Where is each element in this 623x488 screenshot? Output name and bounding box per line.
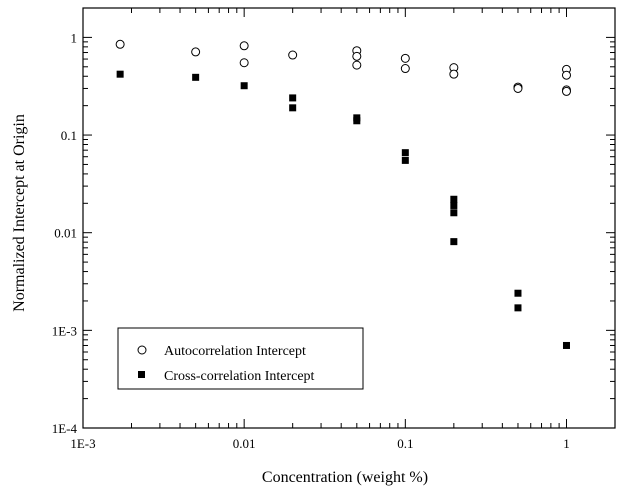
cross-correlation-point [514, 289, 522, 297]
data-points [115, 39, 571, 349]
cross-correlation-point [240, 82, 248, 90]
cross-correlation-point [450, 238, 458, 246]
y-tick-label: 0.1 [61, 128, 77, 143]
cross-correlation-point [116, 70, 124, 78]
x-tick-label: 1E-3 [70, 436, 95, 451]
legend-marker-autocorrelation [137, 345, 147, 355]
autocorrelation-point [191, 47, 201, 57]
cross-correlation-point [353, 117, 361, 125]
cross-correlation-point [289, 104, 297, 112]
autocorrelation-point [561, 70, 571, 80]
tick-labels: 1E-3 0.01 0.1 11E-41E-30.010.11 [52, 30, 570, 451]
legend-box [117, 327, 364, 390]
cross-correlation-point [450, 195, 458, 203]
autocorrelation-point [239, 58, 249, 68]
autocorrelation-point [449, 69, 459, 79]
autocorrelation-point [115, 39, 125, 49]
legend-marker-cross-correlation [138, 371, 145, 378]
legend-label-autocorrelation: Autocorrelation Intercept [164, 344, 306, 359]
plot-border [82, 7, 616, 429]
autocorrelation-point [400, 53, 410, 63]
autocorrelation-point [513, 83, 523, 93]
y-tick-label: 1E-3 [52, 323, 77, 338]
x-axis-title: Concentration (weight %) [262, 469, 428, 486]
cross-correlation-point [514, 304, 522, 312]
cross-correlation-point [192, 73, 200, 81]
autocorrelation-point [352, 60, 362, 70]
axis-ticks [82, 7, 616, 429]
cross-correlation-point [401, 156, 409, 164]
plot-frame [82, 7, 616, 429]
y-axis-title: Normalized Intercept at Origin [11, 114, 28, 312]
cross-correlation-point [450, 201, 458, 209]
cross-correlation-point [450, 209, 458, 217]
x-tick-label: 0.1 [397, 436, 413, 451]
cross-correlation-point [289, 94, 297, 102]
autocorrelation-point [352, 51, 362, 61]
autocorrelation-point [288, 50, 298, 60]
autocorrelation-point [239, 41, 249, 51]
series-autocorrelation [115, 39, 571, 96]
y-tick-label: 1E-4 [52, 421, 78, 436]
y-tick-label: 1 [71, 30, 78, 45]
legend: Autocorrelation Intercept Cross-correlat… [117, 327, 364, 390]
legend-label-cross-correlation: Cross-correlation Intercept [164, 369, 315, 384]
x-tick-label: 1 [563, 436, 570, 451]
cross-correlation-point [401, 149, 409, 157]
autocorrelation-point [561, 86, 571, 96]
x-tick-label: 0.01 [233, 436, 256, 451]
series-cross-correlation [116, 70, 570, 349]
y-tick-label: 0.01 [54, 226, 77, 241]
cross-correlation-point [562, 341, 570, 349]
autocorrelation-point [400, 64, 410, 74]
